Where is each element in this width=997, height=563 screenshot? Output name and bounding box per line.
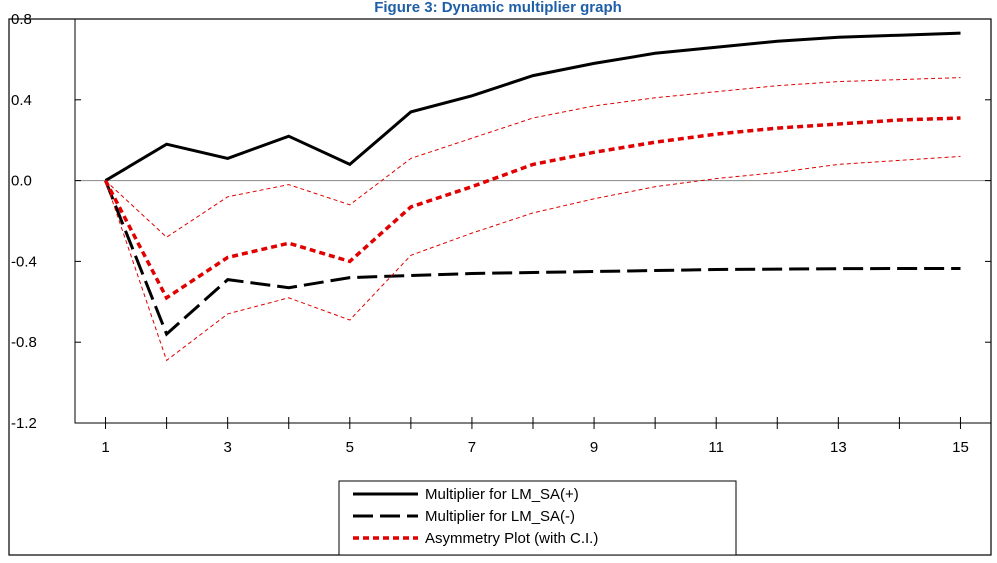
legend: Multiplier for LM_SA(+) Multiplier for LM…	[338, 480, 737, 556]
series-line-5	[105, 155, 961, 362]
y-tick-label: 0.8	[11, 11, 32, 28]
series-line-1	[104, 31, 961, 182]
x-tick-label: 5	[346, 439, 354, 456]
legend-label: Asymmetry Plot (with C.I.)	[425, 530, 598, 547]
x-tick-label: 15	[952, 439, 969, 456]
legend-label: Multiplier for LM_SA(-)	[425, 508, 575, 525]
x-tick-label: 1	[101, 439, 109, 456]
y-tick-label: 0.4	[11, 92, 32, 109]
legend-label: Multiplier for LM_SA(+)	[425, 486, 579, 503]
y-tick-label: 0.0	[11, 173, 32, 190]
x-tick-label: 7	[468, 439, 476, 456]
x-tick-label: 9	[590, 439, 598, 456]
x-tick-label: 3	[223, 439, 231, 456]
series-layer	[103, 31, 961, 362]
x-tick-label: 13	[830, 439, 847, 456]
series-line-3	[103, 116, 961, 301]
y-tick-label: -0.4	[11, 253, 37, 270]
axis-layer: 0.80.40.0-0.4-0.8-1.21 3 5 7 9 11 13 15	[11, 11, 991, 456]
series-line-2	[104, 180, 961, 337]
series-line-4	[105, 77, 961, 238]
chart-title: Figure 3: Dynamic multiplier graph	[374, 0, 622, 16]
x-tick-label: 11	[708, 439, 724, 456]
y-tick-label: -0.8	[11, 334, 37, 351]
y-tick-label: -1.2	[11, 415, 37, 432]
